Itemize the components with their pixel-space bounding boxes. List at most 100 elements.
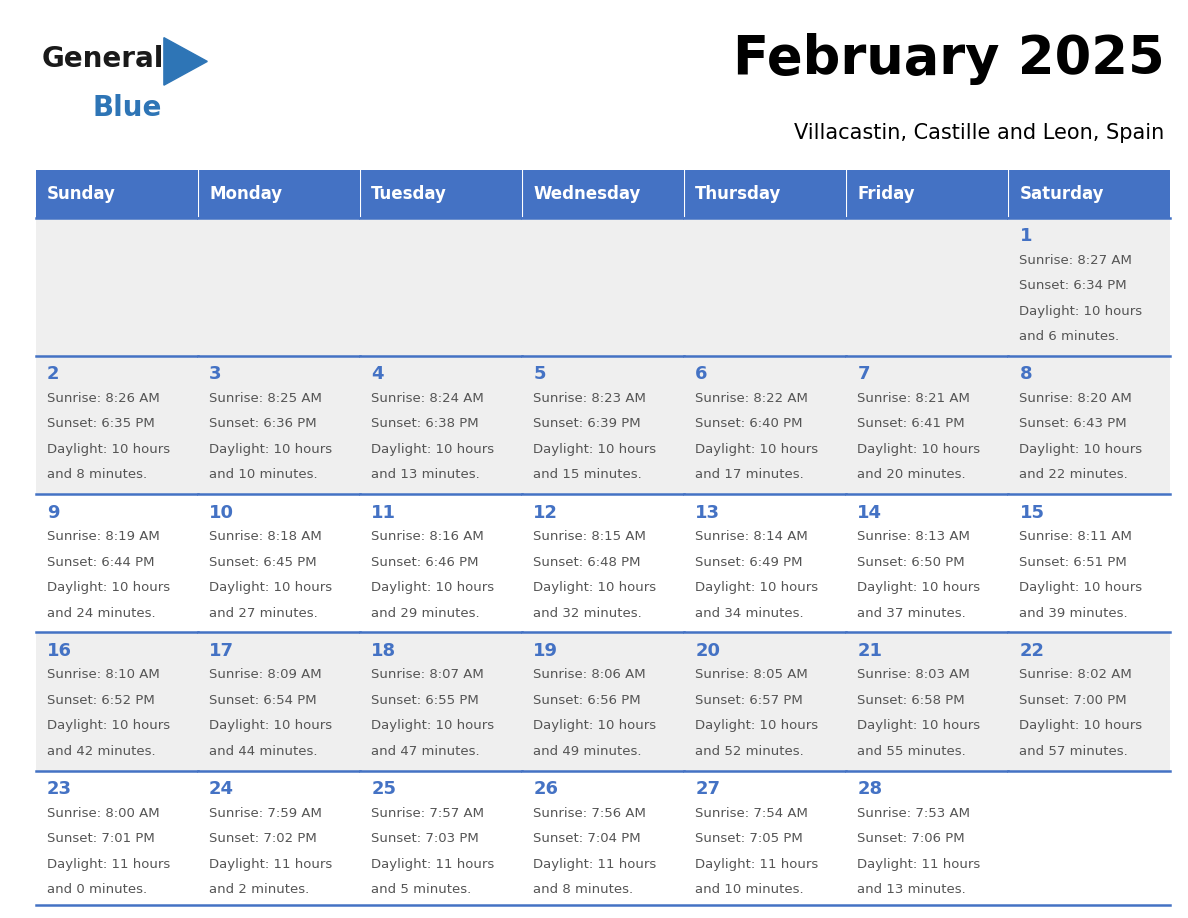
Text: Sunrise: 8:00 AM: Sunrise: 8:00 AM bbox=[48, 807, 159, 820]
Text: and 27 minutes.: and 27 minutes. bbox=[209, 607, 318, 620]
Text: Sunset: 6:51 PM: Sunset: 6:51 PM bbox=[1019, 555, 1127, 568]
Text: 16: 16 bbox=[48, 642, 72, 660]
Text: Sunset: 6:43 PM: Sunset: 6:43 PM bbox=[1019, 418, 1127, 431]
Text: Sunset: 6:57 PM: Sunset: 6:57 PM bbox=[695, 694, 803, 707]
Text: 9: 9 bbox=[48, 504, 59, 521]
Text: Daylight: 11 hours: Daylight: 11 hours bbox=[209, 857, 333, 870]
FancyBboxPatch shape bbox=[360, 633, 522, 770]
Text: Sunrise: 7:53 AM: Sunrise: 7:53 AM bbox=[858, 807, 971, 820]
FancyBboxPatch shape bbox=[36, 633, 197, 770]
Text: 15: 15 bbox=[1019, 504, 1044, 521]
Text: and 20 minutes.: and 20 minutes. bbox=[858, 468, 966, 482]
FancyBboxPatch shape bbox=[522, 770, 684, 909]
FancyBboxPatch shape bbox=[684, 633, 846, 770]
Text: Sunrise: 8:19 AM: Sunrise: 8:19 AM bbox=[48, 530, 159, 543]
Text: 14: 14 bbox=[858, 504, 883, 521]
Text: 8: 8 bbox=[1019, 365, 1032, 384]
Text: Sunrise: 7:59 AM: Sunrise: 7:59 AM bbox=[209, 807, 322, 820]
Text: Daylight: 11 hours: Daylight: 11 hours bbox=[695, 857, 819, 870]
FancyBboxPatch shape bbox=[1009, 170, 1170, 218]
Text: 1: 1 bbox=[1019, 228, 1032, 245]
Text: and 32 minutes.: and 32 minutes. bbox=[533, 607, 642, 620]
Text: and 39 minutes.: and 39 minutes. bbox=[1019, 607, 1129, 620]
Text: Daylight: 11 hours: Daylight: 11 hours bbox=[533, 857, 657, 870]
Text: 7: 7 bbox=[858, 365, 870, 384]
Text: 18: 18 bbox=[371, 642, 397, 660]
Text: and 8 minutes.: and 8 minutes. bbox=[533, 883, 633, 896]
Text: Sunset: 7:03 PM: Sunset: 7:03 PM bbox=[371, 832, 479, 845]
FancyBboxPatch shape bbox=[684, 170, 846, 218]
Text: Sunrise: 8:02 AM: Sunrise: 8:02 AM bbox=[1019, 668, 1132, 681]
Text: Daylight: 10 hours: Daylight: 10 hours bbox=[695, 581, 819, 594]
FancyBboxPatch shape bbox=[522, 356, 684, 494]
Text: Daylight: 10 hours: Daylight: 10 hours bbox=[209, 581, 333, 594]
Text: and 0 minutes.: and 0 minutes. bbox=[48, 883, 147, 896]
Text: Sunrise: 8:10 AM: Sunrise: 8:10 AM bbox=[48, 668, 159, 681]
Text: Sunrise: 8:23 AM: Sunrise: 8:23 AM bbox=[533, 392, 646, 405]
Text: February 2025: February 2025 bbox=[733, 33, 1164, 85]
Text: 6: 6 bbox=[695, 365, 708, 384]
Text: Sunset: 7:06 PM: Sunset: 7:06 PM bbox=[858, 832, 965, 845]
Text: Thursday: Thursday bbox=[695, 185, 782, 203]
Text: Sunrise: 8:11 AM: Sunrise: 8:11 AM bbox=[1019, 530, 1132, 543]
Text: Daylight: 11 hours: Daylight: 11 hours bbox=[371, 857, 494, 870]
Text: 23: 23 bbox=[48, 780, 72, 799]
Text: Sunset: 6:41 PM: Sunset: 6:41 PM bbox=[858, 418, 965, 431]
Text: 4: 4 bbox=[371, 365, 384, 384]
FancyBboxPatch shape bbox=[197, 494, 360, 633]
Text: Sunset: 7:05 PM: Sunset: 7:05 PM bbox=[695, 832, 803, 845]
FancyBboxPatch shape bbox=[846, 633, 1009, 770]
Text: 24: 24 bbox=[209, 780, 234, 799]
Text: and 8 minutes.: and 8 minutes. bbox=[48, 468, 147, 482]
Text: Sunrise: 8:14 AM: Sunrise: 8:14 AM bbox=[695, 530, 808, 543]
Text: Sunrise: 7:54 AM: Sunrise: 7:54 AM bbox=[695, 807, 808, 820]
Text: Daylight: 11 hours: Daylight: 11 hours bbox=[48, 857, 170, 870]
Text: 11: 11 bbox=[371, 504, 396, 521]
Text: 5: 5 bbox=[533, 365, 545, 384]
Text: and 44 minutes.: and 44 minutes. bbox=[209, 745, 317, 758]
Text: Sunrise: 8:24 AM: Sunrise: 8:24 AM bbox=[371, 392, 484, 405]
Text: Sunset: 6:45 PM: Sunset: 6:45 PM bbox=[209, 555, 317, 568]
Text: Blue: Blue bbox=[93, 95, 162, 122]
Text: Daylight: 10 hours: Daylight: 10 hours bbox=[858, 720, 980, 733]
Text: and 10 minutes.: and 10 minutes. bbox=[209, 468, 317, 482]
Text: and 29 minutes.: and 29 minutes. bbox=[371, 607, 480, 620]
FancyBboxPatch shape bbox=[360, 356, 522, 494]
Text: Sunset: 6:54 PM: Sunset: 6:54 PM bbox=[209, 694, 317, 707]
Text: Sunset: 6:58 PM: Sunset: 6:58 PM bbox=[858, 694, 965, 707]
Text: Saturday: Saturday bbox=[1019, 185, 1104, 203]
Text: Sunday: Sunday bbox=[48, 185, 116, 203]
Text: Daylight: 10 hours: Daylight: 10 hours bbox=[533, 442, 656, 456]
Text: Sunrise: 8:21 AM: Sunrise: 8:21 AM bbox=[858, 392, 971, 405]
Text: Friday: Friday bbox=[858, 185, 915, 203]
FancyBboxPatch shape bbox=[846, 494, 1009, 633]
Text: Sunset: 6:55 PM: Sunset: 6:55 PM bbox=[371, 694, 479, 707]
FancyBboxPatch shape bbox=[1009, 770, 1170, 909]
Text: 19: 19 bbox=[533, 642, 558, 660]
Text: Sunrise: 8:07 AM: Sunrise: 8:07 AM bbox=[371, 668, 484, 681]
Text: and 2 minutes.: and 2 minutes. bbox=[209, 883, 309, 896]
Text: Daylight: 10 hours: Daylight: 10 hours bbox=[1019, 442, 1143, 456]
Text: and 49 minutes.: and 49 minutes. bbox=[533, 745, 642, 758]
Text: Wednesday: Wednesday bbox=[533, 185, 640, 203]
FancyBboxPatch shape bbox=[1009, 633, 1170, 770]
Text: and 6 minutes.: and 6 minutes. bbox=[1019, 330, 1119, 343]
Text: Sunset: 6:49 PM: Sunset: 6:49 PM bbox=[695, 555, 803, 568]
Text: Sunset: 7:04 PM: Sunset: 7:04 PM bbox=[533, 832, 640, 845]
FancyBboxPatch shape bbox=[36, 770, 197, 909]
Text: Daylight: 10 hours: Daylight: 10 hours bbox=[695, 442, 819, 456]
FancyBboxPatch shape bbox=[36, 356, 197, 494]
Text: Daylight: 10 hours: Daylight: 10 hours bbox=[1019, 581, 1143, 594]
Text: Sunrise: 8:13 AM: Sunrise: 8:13 AM bbox=[858, 530, 971, 543]
Text: and 10 minutes.: and 10 minutes. bbox=[695, 883, 804, 896]
Text: and 47 minutes.: and 47 minutes. bbox=[371, 745, 480, 758]
Text: and 34 minutes.: and 34 minutes. bbox=[695, 607, 804, 620]
FancyBboxPatch shape bbox=[360, 218, 522, 356]
FancyBboxPatch shape bbox=[197, 633, 360, 770]
FancyBboxPatch shape bbox=[360, 770, 522, 909]
Text: 2: 2 bbox=[48, 365, 59, 384]
FancyBboxPatch shape bbox=[197, 218, 360, 356]
Text: Sunset: 6:36 PM: Sunset: 6:36 PM bbox=[209, 418, 317, 431]
FancyBboxPatch shape bbox=[522, 170, 684, 218]
Text: Sunrise: 7:57 AM: Sunrise: 7:57 AM bbox=[371, 807, 485, 820]
